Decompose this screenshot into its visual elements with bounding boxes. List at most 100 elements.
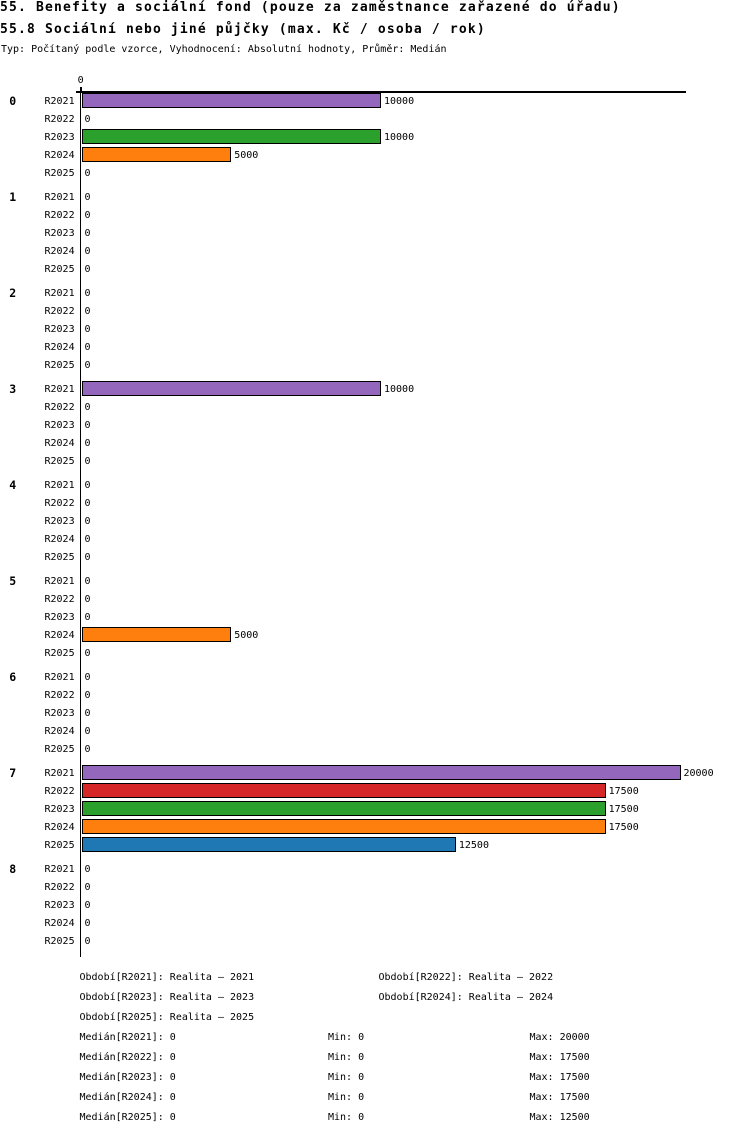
category-label: 7: [9, 766, 17, 780]
series-label: R2021: [44, 287, 75, 299]
bar-value-label: 0: [84, 533, 91, 545]
bar-value-label: 5000: [234, 629, 259, 641]
legend-min-entry: Min: 0: [328, 1031, 365, 1043]
bar-value-label: 0: [84, 497, 91, 509]
category-label: 0: [9, 94, 17, 108]
bar-value-label: 17500: [608, 785, 639, 797]
bar-value-label: 0: [84, 935, 91, 947]
series-label: R2023: [44, 227, 75, 239]
bar-value-label: 0: [84, 551, 91, 563]
series-label: R2025: [44, 935, 75, 947]
series-label: R2024: [44, 341, 75, 353]
series-label: R2025: [44, 455, 75, 467]
legend-max-entry: Max: 17500: [529, 1091, 590, 1103]
series-label: R2025: [44, 743, 75, 755]
series-label: R2021: [44, 767, 75, 779]
legend-period-entry: Období[R2025]: Realita – 2025: [79, 1011, 255, 1023]
series-label: R2024: [44, 821, 75, 833]
chart-title-line-2: 55.8 Sociální nebo jiné půjčky (max. Kč …: [0, 22, 486, 38]
series-label: R2022: [44, 689, 75, 701]
bar-value-label: 0: [84, 209, 91, 221]
series-label: R2022: [44, 209, 75, 221]
category-label: 2: [9, 286, 17, 300]
bar: [81, 818, 606, 834]
bar: [81, 764, 681, 780]
series-label: R2023: [44, 707, 75, 719]
bar-value-label: 0: [84, 725, 91, 737]
value-axis-tick-label: 0: [77, 75, 84, 87]
series-label: R2022: [44, 881, 75, 893]
bar-value-label: 10000: [384, 95, 415, 107]
value-axis-tick-mark: [79, 86, 82, 91]
series-label: R2025: [44, 551, 75, 563]
legend-period-entry: Období[R2023]: Realita – 2023: [79, 991, 255, 1003]
bar-value-label: 0: [84, 881, 91, 893]
bar-value-label: 10000: [384, 383, 415, 395]
series-label: R2025: [44, 263, 75, 275]
bar-value-label: 0: [84, 263, 91, 275]
legend-period-entry: Období[R2022]: Realita – 2022: [378, 971, 554, 983]
bar-value-label: 0: [84, 167, 91, 179]
bar-value-label: 17500: [608, 821, 639, 833]
series-label: R2021: [44, 671, 75, 683]
bar-value-label: 0: [84, 245, 91, 257]
bar-value-label: 0: [84, 113, 91, 125]
series-label: R2023: [44, 323, 75, 335]
bar-value-label: 0: [84, 455, 91, 467]
bar-value-label: 0: [84, 437, 91, 449]
series-label: R2023: [44, 419, 75, 431]
bar-value-label: 0: [84, 899, 91, 911]
bar-value-label: 0: [84, 647, 91, 659]
bar-value-label: 0: [84, 287, 91, 299]
series-label: R2025: [44, 839, 75, 851]
category-axis-line: [79, 91, 82, 957]
legend-min-entry: Min: 0: [328, 1051, 365, 1063]
series-label: R2025: [44, 647, 75, 659]
bar: [81, 800, 606, 816]
series-label: R2021: [44, 863, 75, 875]
bar-value-label: 0: [84, 305, 91, 317]
series-label: R2024: [44, 245, 75, 257]
series-label: R2024: [44, 149, 75, 161]
legend-period-entry: Období[R2024]: Realita – 2024: [378, 991, 554, 1003]
legend-median-entry: Medián[R2022]: 0: [79, 1051, 176, 1063]
category-label: 1: [9, 190, 17, 204]
legend-min-entry: Min: 0: [328, 1111, 365, 1123]
series-label: R2022: [44, 785, 75, 797]
bar-value-label: 0: [84, 611, 91, 623]
series-label: R2024: [44, 533, 75, 545]
bar-value-label: 0: [84, 227, 91, 239]
category-label: 4: [9, 478, 17, 492]
bar: [81, 92, 381, 108]
legend-median-entry: Medián[R2021]: 0: [79, 1031, 176, 1043]
series-label: R2021: [44, 383, 75, 395]
bar-value-label: 0: [84, 515, 91, 527]
bar: [81, 380, 381, 396]
bar-value-label: 0: [84, 917, 91, 929]
series-label: R2023: [44, 611, 75, 623]
category-label: 5: [9, 574, 17, 588]
chart-title-line-1: 55. Benefity a sociální fond (pouze za z…: [0, 0, 621, 15]
category-label: 6: [9, 670, 17, 684]
bar-value-label: 0: [84, 479, 91, 491]
series-label: R2024: [44, 437, 75, 449]
bar-value-label: 0: [84, 401, 91, 413]
bar: [81, 782, 606, 798]
bar: [81, 146, 232, 162]
series-label: R2023: [44, 899, 75, 911]
bar-value-label: 0: [84, 689, 91, 701]
series-label: R2024: [44, 725, 75, 737]
bar-value-label: 12500: [458, 839, 489, 851]
series-label: R2024: [44, 629, 75, 641]
series-label: R2022: [44, 305, 75, 317]
legend-period-entry: Období[R2021]: Realita – 2021: [79, 971, 255, 983]
legend-max-entry: Max: 12500: [529, 1111, 590, 1123]
series-label: R2023: [44, 515, 75, 527]
chart-subtitle: Typ: Počítaný podle vzorce, Vyhodnocení:…: [1, 43, 447, 55]
series-label: R2021: [44, 95, 75, 107]
series-label: R2022: [44, 401, 75, 413]
series-label: R2024: [44, 917, 75, 929]
series-label: R2023: [44, 131, 75, 143]
bar-value-label: 0: [84, 743, 91, 755]
